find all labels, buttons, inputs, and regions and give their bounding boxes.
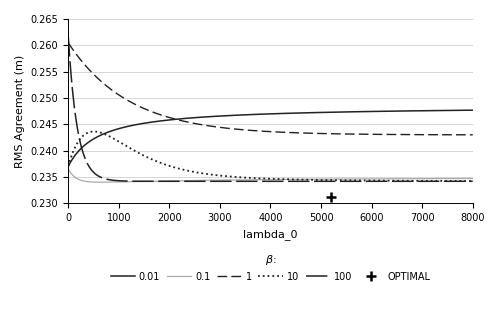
100 bbox=[112, 178, 117, 182]
Line: 0.1: 0.1 bbox=[68, 169, 473, 182]
1 bbox=[470, 133, 476, 137]
100 bbox=[386, 179, 392, 183]
1 bbox=[418, 133, 424, 137]
0.01 bbox=[220, 114, 226, 118]
0.01 bbox=[418, 109, 424, 113]
1 bbox=[65, 41, 71, 45]
1 bbox=[238, 128, 244, 132]
Line: 100: 100 bbox=[68, 35, 473, 181]
10 bbox=[220, 174, 226, 178]
0.1 bbox=[136, 179, 141, 183]
0.01 bbox=[470, 108, 476, 112]
0.1 bbox=[65, 167, 71, 171]
Line: 0.01: 0.01 bbox=[68, 110, 473, 166]
10 bbox=[91, 130, 97, 134]
100 bbox=[220, 179, 226, 183]
0.1 bbox=[462, 176, 468, 180]
100 bbox=[462, 179, 468, 183]
100 bbox=[418, 179, 424, 183]
10 bbox=[470, 179, 476, 183]
100 bbox=[470, 179, 476, 183]
0.01 bbox=[462, 108, 468, 112]
1 bbox=[462, 133, 468, 137]
10 bbox=[238, 175, 244, 179]
0.01 bbox=[238, 113, 244, 117]
1 bbox=[112, 90, 117, 94]
10 bbox=[136, 151, 141, 155]
100 bbox=[238, 179, 244, 183]
10 bbox=[462, 179, 468, 183]
0.01 bbox=[65, 165, 71, 168]
0.01 bbox=[136, 122, 141, 126]
Y-axis label: RMS Agreement (m): RMS Agreement (m) bbox=[15, 55, 25, 168]
10 bbox=[65, 165, 71, 168]
0.1 bbox=[220, 178, 226, 182]
0.1 bbox=[238, 178, 244, 182]
10 bbox=[112, 137, 117, 141]
0.01 bbox=[112, 128, 117, 132]
10 bbox=[418, 179, 424, 183]
100 bbox=[136, 179, 141, 183]
0.1 bbox=[418, 177, 424, 181]
X-axis label: lambda_0: lambda_0 bbox=[243, 229, 298, 240]
Legend: 0.01, 0.1, 1, 10, 100, OPTIMAL: 0.01, 0.1, 1, 10, 100, OPTIMAL bbox=[107, 249, 434, 285]
Line: 1: 1 bbox=[68, 43, 473, 135]
Line: 10: 10 bbox=[68, 132, 473, 181]
100 bbox=[65, 33, 71, 37]
0.1 bbox=[98, 180, 103, 184]
0.1 bbox=[470, 176, 476, 180]
0.1 bbox=[112, 180, 117, 184]
1 bbox=[220, 126, 226, 130]
1 bbox=[136, 104, 141, 108]
